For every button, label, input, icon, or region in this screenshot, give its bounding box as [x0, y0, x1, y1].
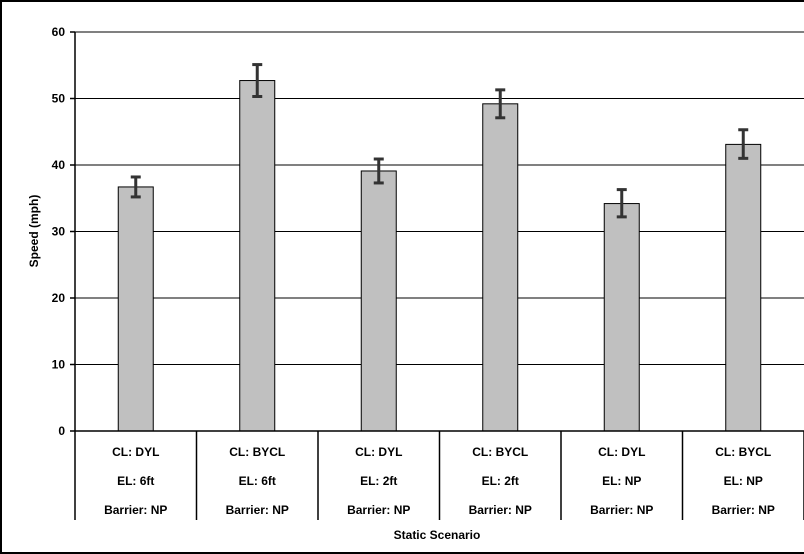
category-label: EL: 2ft	[360, 474, 397, 488]
category-label: EL: NP	[602, 474, 641, 488]
axes	[70, 31, 804, 520]
gridlines	[75, 31, 804, 365]
bar	[117, 186, 154, 432]
error-bars	[130, 63, 749, 219]
y-tick-label: 50	[52, 92, 66, 106]
bar	[239, 80, 276, 432]
category-label: Barrier: NP	[712, 503, 775, 517]
y-axis-title: Speed (mph)	[27, 195, 41, 268]
category-label: CL: BYCL	[472, 445, 528, 459]
x-axis-title: Static Scenario	[394, 528, 481, 542]
category-label: CL: BYCL	[229, 445, 285, 459]
bar	[482, 103, 519, 432]
y-tick-label: 40	[52, 158, 66, 172]
category-label: EL: 2ft	[482, 474, 519, 488]
y-tick-label: 20	[52, 291, 66, 305]
category-label: Barrier: NP	[226, 503, 289, 517]
bar	[725, 143, 762, 432]
category-label: Barrier: NP	[590, 503, 653, 517]
category-label: EL: 6ft	[117, 474, 154, 488]
y-tick-label: 10	[52, 358, 66, 372]
y-tick-label: 60	[52, 25, 66, 39]
y-tick-label: 0	[58, 424, 65, 438]
category-label: Barrier: NP	[104, 503, 167, 517]
category-label: EL: 6ft	[239, 474, 276, 488]
category-label: CL: DYL	[598, 445, 645, 459]
category-label: EL: NP	[724, 474, 763, 488]
category-label: Barrier: NP	[469, 503, 532, 517]
category-label: CL: BYCL	[715, 445, 771, 459]
category-label: CL: DYL	[112, 445, 159, 459]
bar	[603, 203, 640, 432]
bar	[360, 170, 397, 432]
y-tick-label: 30	[52, 225, 66, 239]
category-label: Barrier: NP	[347, 503, 410, 517]
labels: 0 10 20 30 40 50 60 CL: DYL EL: 6ft Barrier: NP CL…	[52, 25, 775, 517]
category-label: CL: DYL	[355, 445, 402, 459]
